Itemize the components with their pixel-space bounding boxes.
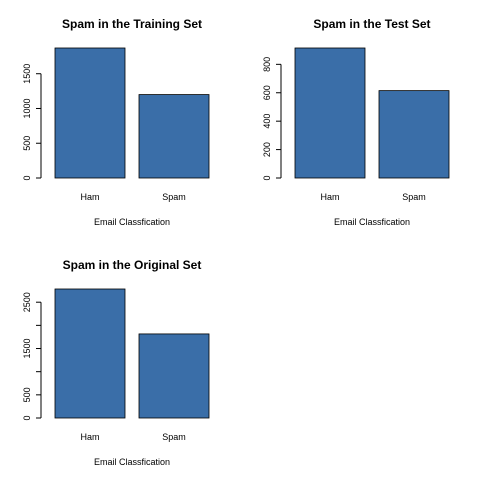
bar-spam <box>138 333 210 419</box>
x-axis-label: Email Classfication <box>94 217 170 227</box>
bar-ham <box>54 47 126 179</box>
x-axis-label: Email Classfication <box>334 217 410 227</box>
panel-original-set: Spam in the Original Set 0 500 1500 2500 Ham S… <box>22 258 210 467</box>
y-tick-label: 1500 <box>22 64 32 84</box>
panel-training-set: Spam in the Training Set 0 500 1000 1500 Ham S… <box>22 17 210 227</box>
chart-title: Spam in the Test Set <box>313 17 430 31</box>
y-tick-label: 500 <box>22 387 32 402</box>
bar-ham <box>54 288 126 419</box>
chart-title: Spam in the Original Set <box>63 258 202 272</box>
bar-spam <box>138 94 210 179</box>
bar-spam <box>378 90 450 179</box>
y-tick-label: 1500 <box>22 339 32 359</box>
x-tick-label: Spam <box>162 432 186 442</box>
x-tick-label: Ham <box>80 432 99 442</box>
y-tick-label: 400 <box>262 114 272 129</box>
x-tick-label: Spam <box>402 192 426 202</box>
y-tick-label: 600 <box>262 85 272 100</box>
y-tick-label: 200 <box>262 142 272 157</box>
y-tick-label: 0 <box>22 415 32 420</box>
x-axis-label: Email Classfication <box>94 457 170 467</box>
y-tick-label: 0 <box>22 175 32 180</box>
x-tick-label: Spam <box>162 192 186 202</box>
y-tick-label: 500 <box>22 136 32 151</box>
bar-ham <box>294 47 366 179</box>
y-tick-label: 2500 <box>22 292 32 312</box>
x-tick-label: Ham <box>320 192 339 202</box>
y-tick-label: 0 <box>262 175 272 180</box>
y-tick-label: 1000 <box>22 98 32 118</box>
y-tick-label: 800 <box>262 57 272 72</box>
panel-test-set: Spam in the Test Set 0 200 400 600 800 Ham Spam… <box>262 17 450 227</box>
chart-title: Spam in the Training Set <box>62 17 202 31</box>
x-tick-label: Ham <box>80 192 99 202</box>
